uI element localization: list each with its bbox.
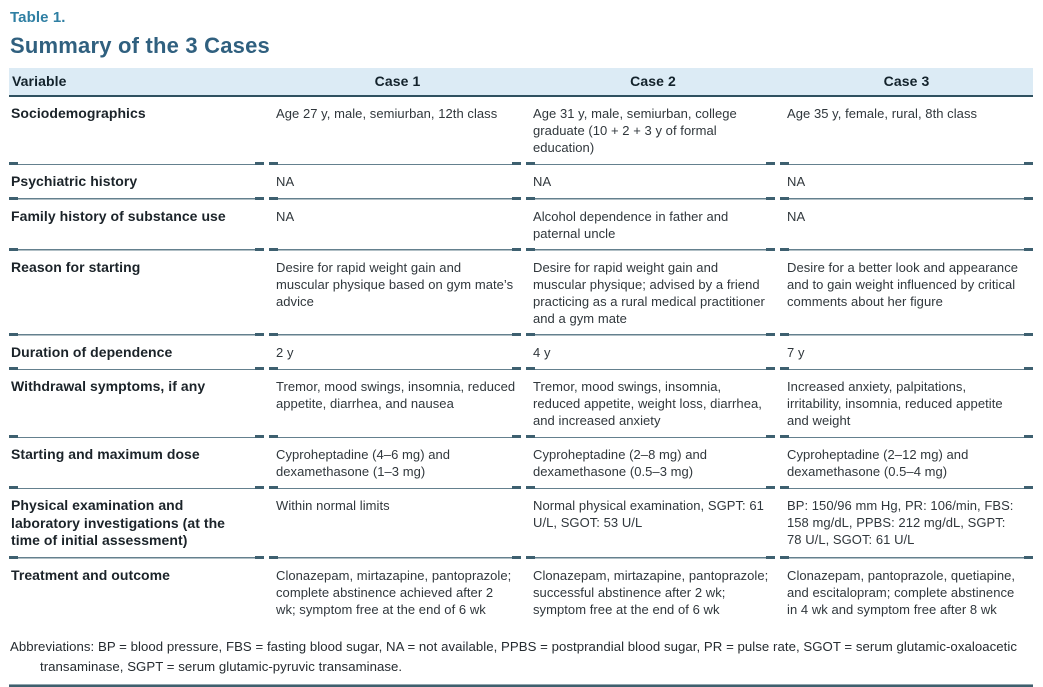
cell-case3: Age 35 y, female, rural, 8th class [780,96,1033,165]
row-label: Family history of substance use [9,200,269,251]
cell-case1: NA [269,165,526,200]
cell-case2: Desire for rapid weight gain and muscula… [526,251,780,336]
cell-case2: 4 y [526,336,780,371]
cell-case2: Alcohol dependence in father and paterna… [526,200,780,251]
cell-case1: Clonazepam, mirtazapine, pantoprazole; c… [276,567,512,617]
cell-case1: Cyproheptadine (4–6 mg) and dexamethason… [269,438,526,489]
cell-case3: BP: 150/96 mm Hg, PR: 106/min, FBS: 158 … [780,489,1033,559]
cell-case2: Clonazepam, mirtazapine, pantoprazole; s… [533,567,769,617]
row-label: Treatment and outcome [11,566,170,583]
table-row-sociodemographics: Sociodemographics Age 27 y, male, semiur… [9,96,1033,165]
cell-case2: Age 31 y, male, semiurban, college gradu… [526,96,780,165]
table-row-treatment-outcome: Treatment and outcome Clonazepam, mirtaz… [9,559,1033,627]
cell-case3: NA [780,200,1033,251]
cell-case3: NA [780,165,1033,200]
table-row-psychiatric-history: Psychiatric history NA NA NA [9,165,1033,200]
cell-case2: Cyproheptadine (2–8 mg) and dexamethason… [526,438,780,489]
row-label: Starting and maximum dose [9,438,269,489]
cell-case3: Desire for a better look and appearance … [780,251,1033,336]
summary-of-cases-table: Variable Case 1 Case 2 Case 3 Sociodemog… [9,68,1033,627]
cell-case1: NA [269,200,526,251]
cell-case3: Clonazepam, pantoprazole, quetiapine, an… [787,567,1016,617]
cell-case3: Increased anxiety, palpitations, irritab… [780,370,1033,438]
table-bottom-rule [9,683,1033,687]
column-header-variable: Variable [9,68,269,97]
column-header-case1: Case 1 [269,68,526,97]
table-row-physical-examination: Physical examination and laboratory inve… [9,489,1033,559]
row-label: Physical examination and laboratory inve… [9,489,269,559]
cell-case2: Normal physical examination, SGPT: 61 U/… [526,489,780,559]
row-label: Reason for starting [9,251,269,336]
cell-case1: 2 y [269,336,526,371]
cell-case2: NA [526,165,780,200]
table-number-label: Table 1. [10,9,66,26]
cell-case2: Tremor, mood swings, insomnia, reduced a… [526,370,780,438]
abbreviations-footnote: Abbreviations: BP = blood pressure, FBS … [10,638,1017,674]
cell-case1: Within normal limits [269,489,526,559]
table-row-reason-for-starting: Reason for starting Desire for rapid wei… [9,251,1033,336]
table-row-family-history: Family history of substance use NA Alcoh… [9,200,1033,251]
column-header-case3: Case 3 [780,68,1033,97]
row-label: Withdrawal symptoms, if any [9,370,269,438]
table-row-withdrawal-symptoms: Withdrawal symptoms, if any Tremor, mood… [9,370,1033,438]
cell-case1: Desire for rapid weight gain and muscula… [269,251,526,336]
table-row-duration-of-dependence: Duration of dependence 2 y 4 y 7 y [9,336,1033,371]
row-label: Duration of dependence [9,336,269,371]
cell-case3: Cyproheptadine (2–12 mg) and dexamethaso… [780,438,1033,489]
cell-case3: 7 y [780,336,1033,371]
row-label: Sociodemographics [9,96,269,165]
table-title: Summary of the 3 Cases [10,33,270,58]
header-row: Variable Case 1 Case 2 Case 3 [9,68,1033,97]
column-header-case2: Case 2 [526,68,780,97]
table-row-starting-maximum-dose: Starting and maximum dose Cyproheptadine… [9,438,1033,489]
cell-case1: Age 27 y, male, semiurban, 12th class [269,96,526,165]
row-label: Psychiatric history [9,165,269,200]
cell-case1: Tremor, mood swings, insomnia, reduced a… [269,370,526,438]
